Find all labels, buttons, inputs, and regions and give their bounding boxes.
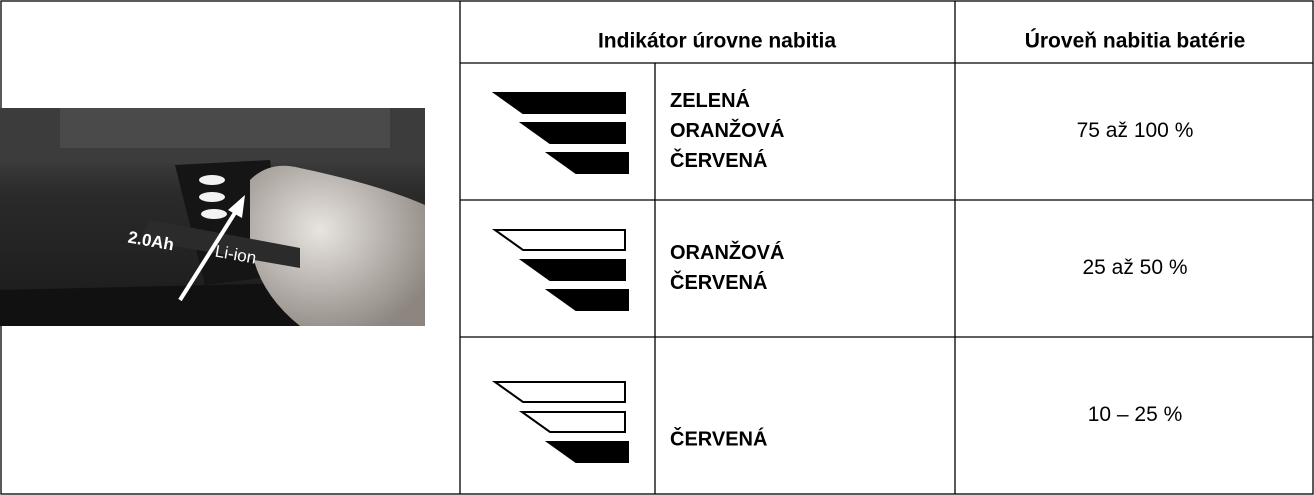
indicator-bar — [491, 92, 626, 114]
header-level: Úroveň nabitia batérie — [1025, 29, 1246, 53]
color-label: ORANŽOVÁ — [670, 118, 784, 142]
indicator-bar — [491, 229, 626, 251]
color-label: ČERVENÁ — [670, 426, 767, 450]
indicator-bar — [518, 122, 626, 144]
header-indicator: Indikátor úrovne nabitia — [598, 30, 836, 53]
indicator-bar — [544, 289, 629, 311]
indicator-bar — [518, 259, 626, 281]
color-label: ČERVENÁ — [670, 270, 767, 294]
battery-photo: 2.0Ah Li-ion — [0, 108, 425, 326]
charge-level: 10 – 25 % — [1088, 403, 1183, 426]
indicator-bar — [544, 441, 629, 463]
color-label: ORANŽOVÁ — [670, 240, 784, 264]
color-label: ZELENÁ — [670, 89, 750, 112]
color-label: ČERVENÁ — [670, 148, 767, 172]
indicator-bar — [518, 411, 626, 433]
indicator-bar — [544, 152, 629, 174]
charge-level: 25 až 50 % — [1082, 256, 1187, 279]
indicator-bar — [491, 381, 626, 403]
charge-level: 75 až 100 % — [1077, 119, 1194, 142]
